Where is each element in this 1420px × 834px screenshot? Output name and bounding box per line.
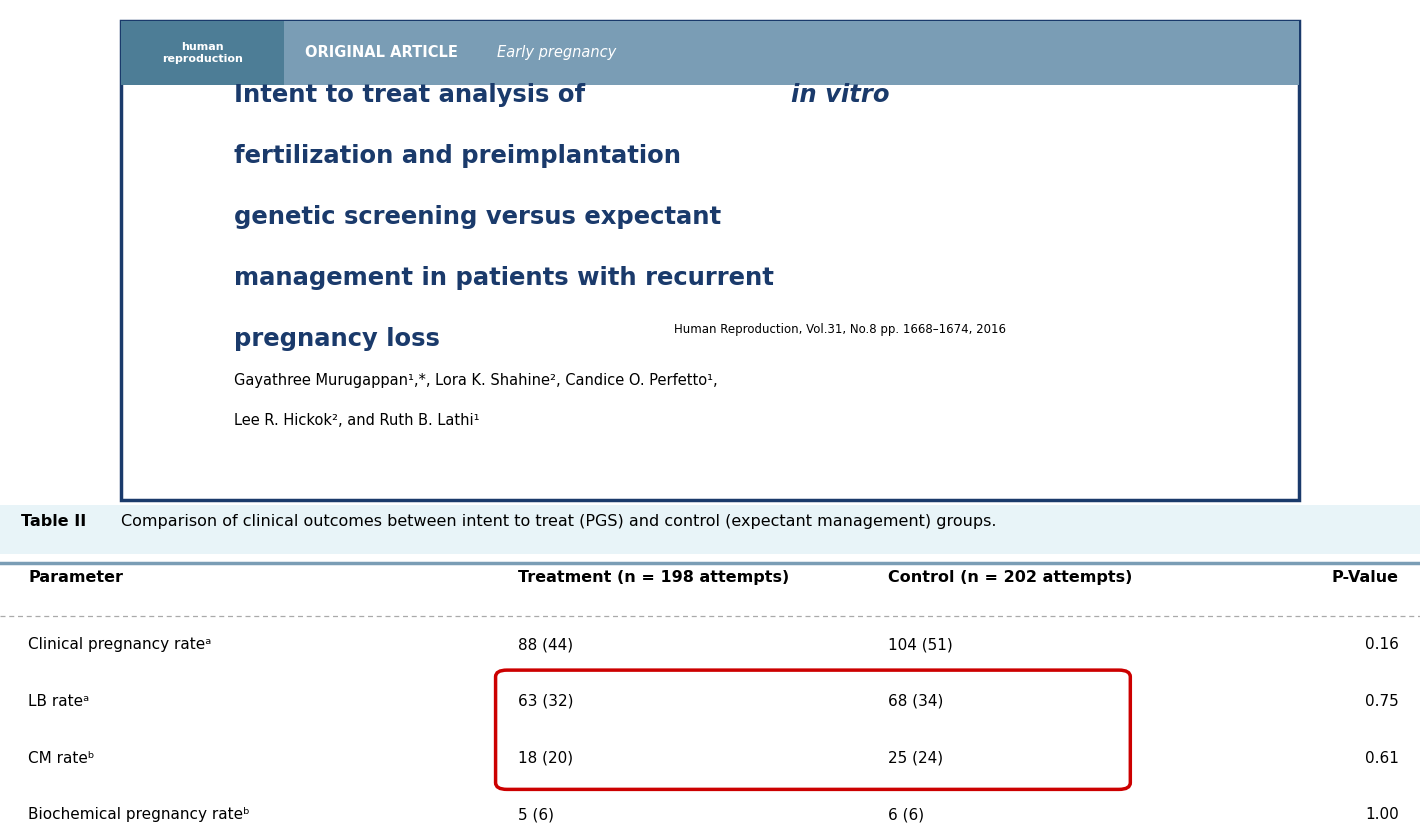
Text: 1.00: 1.00 xyxy=(1365,807,1399,822)
Text: 18 (20): 18 (20) xyxy=(518,751,574,766)
Text: Biochemical pregnancy rateᵇ: Biochemical pregnancy rateᵇ xyxy=(28,807,250,822)
Text: Gayathree Murugappan¹,*, Lora K. Shahine², Candice O. Perfetto¹,: Gayathree Murugappan¹,*, Lora K. Shahine… xyxy=(234,373,719,388)
Text: Table II: Table II xyxy=(21,514,87,529)
Text: Lee R. Hickok², and Ruth B. Lathi¹: Lee R. Hickok², and Ruth B. Lathi¹ xyxy=(234,413,480,428)
Text: pregnancy loss: pregnancy loss xyxy=(234,327,440,351)
Text: LB rateᵃ: LB rateᵃ xyxy=(28,694,89,709)
Text: Clinical pregnancy rateᵃ: Clinical pregnancy rateᵃ xyxy=(28,637,212,652)
Text: 88 (44): 88 (44) xyxy=(518,637,574,652)
Text: P-Value: P-Value xyxy=(1332,570,1399,585)
Text: Parameter: Parameter xyxy=(28,570,124,585)
Text: Comparison of clinical outcomes between intent to treat (PGS) and control (expec: Comparison of clinical outcomes between … xyxy=(121,514,997,529)
Text: human
reproduction: human reproduction xyxy=(162,42,243,64)
Text: genetic screening versus expectant: genetic screening versus expectant xyxy=(234,205,721,229)
Text: Human Reproduction, Vol.31, No.8 pp. 1668–1674, 2016: Human Reproduction, Vol.31, No.8 pp. 166… xyxy=(674,323,1007,336)
FancyBboxPatch shape xyxy=(121,21,1299,500)
Text: 0.61: 0.61 xyxy=(1365,751,1399,766)
Text: 6 (6): 6 (6) xyxy=(888,807,923,822)
Bar xyxy=(121,21,284,85)
Text: 63 (32): 63 (32) xyxy=(518,694,574,709)
Text: management in patients with recurrent: management in patients with recurrent xyxy=(234,266,774,290)
Text: Early pregnancy: Early pregnancy xyxy=(497,46,616,60)
Text: CM rateᵇ: CM rateᵇ xyxy=(28,751,95,766)
Text: 25 (24): 25 (24) xyxy=(888,751,943,766)
Text: 68 (34): 68 (34) xyxy=(888,694,943,709)
Bar xyxy=(121,21,1299,85)
Text: in vitro: in vitro xyxy=(791,83,889,108)
Text: ORIGINAL ARTICLE: ORIGINAL ARTICLE xyxy=(305,46,459,60)
Text: 0.16: 0.16 xyxy=(1365,637,1399,652)
Text: Treatment (n = 198 attempts): Treatment (n = 198 attempts) xyxy=(518,570,790,585)
Text: 5 (6): 5 (6) xyxy=(518,807,554,822)
Bar xyxy=(0,505,1420,554)
Text: 104 (51): 104 (51) xyxy=(888,637,953,652)
Text: Control (n = 202 attempts): Control (n = 202 attempts) xyxy=(888,570,1132,585)
Text: fertilization and preimplantation: fertilization and preimplantation xyxy=(234,144,682,168)
Text: 0.75: 0.75 xyxy=(1365,694,1399,709)
Text: Intent to treat analysis of: Intent to treat analysis of xyxy=(234,83,594,108)
